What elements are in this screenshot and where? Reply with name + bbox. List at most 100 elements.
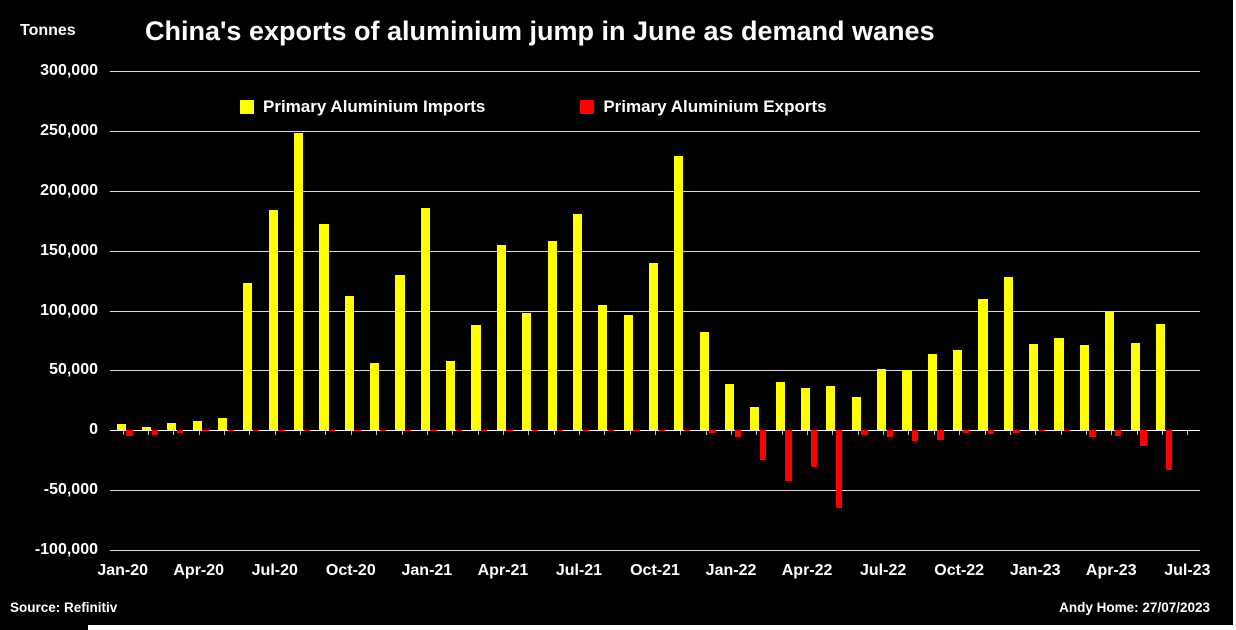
x-axis-tick: [1136, 430, 1138, 436]
y-axis-label: 100,000: [40, 301, 98, 319]
import-bar-Jun-21: [547, 241, 557, 431]
import-bar-Dec-22: [1003, 276, 1013, 431]
credit-label: Andy Home: 27/07/2023: [1059, 600, 1210, 615]
x-axis-tick: [1060, 430, 1062, 436]
x-axis-tick: [578, 430, 580, 436]
import-bar-Jun-22: [851, 396, 861, 431]
export-bar-May-22: [835, 430, 843, 509]
export-bar-Oct-21: [658, 430, 665, 432]
x-axis-tick: [452, 430, 454, 436]
legend: Primary Aluminium Imports Primary Alumin…: [240, 97, 827, 117]
export-bar-Apr-22: [810, 430, 817, 468]
x-axis-tick: [426, 430, 428, 436]
export-bar-Jan-22: [734, 430, 741, 438]
export-bar-May-20: [227, 430, 234, 432]
export-bar-Nov-20: [379, 430, 387, 432]
x-axis-label: Oct-21: [630, 562, 680, 579]
x-axis-tick: [984, 430, 986, 436]
export-bar-Oct-20: [354, 430, 361, 432]
x-axis-tick: [300, 430, 302, 436]
import-bar-Jun-23: [1155, 323, 1166, 431]
x-axis-label: Apr-23: [1085, 562, 1137, 579]
x-axis-label: Jan-21: [401, 562, 453, 579]
export-bar-May-23: [1140, 430, 1147, 446]
gridline: [110, 550, 1200, 551]
import-bar-Jan-21: [420, 207, 430, 431]
x-axis-label: Oct-20: [325, 562, 376, 579]
x-axis-tick: [857, 430, 859, 436]
x-axis-tick: [553, 430, 555, 436]
x-axis-tick: [655, 430, 656, 436]
export-bar-Aug-21: [607, 430, 615, 432]
source-label: Source: Refinitiv: [10, 600, 118, 615]
export-bar-Feb-20: [151, 430, 158, 436]
export-bar-Sep-21: [633, 430, 640, 432]
export-bar-Apr-23: [1114, 430, 1122, 437]
import-bar-Jul-20: [268, 209, 278, 431]
import-bar-Aug-22: [902, 370, 912, 431]
import-bar-Jun-20: [243, 282, 253, 431]
export-bar-Dec-20: [405, 430, 412, 432]
x-axis-tick: [350, 430, 352, 436]
x-axis-tick: [528, 430, 530, 436]
x-axis-tick: [1161, 430, 1163, 436]
import-bar-Dec-21: [699, 332, 709, 431]
x-axis-tick: [274, 430, 276, 436]
imports-swatch-icon: [240, 100, 254, 114]
import-bar-Mar-22: [775, 382, 785, 431]
export-bar-Feb-23: [1064, 430, 1071, 432]
x-axis-tick: [198, 430, 200, 436]
import-bar-Feb-21: [446, 360, 456, 431]
y-axis-label: 250,000: [40, 121, 98, 139]
import-bar-Feb-22: [750, 407, 760, 431]
import-bar-Oct-22: [953, 350, 963, 431]
import-bar-Mar-21: [471, 324, 481, 431]
export-bar-Nov-22: [988, 430, 995, 434]
import-bar-Jan-23: [1029, 344, 1039, 431]
x-axis-tick: [959, 430, 961, 436]
right-border: [1233, 0, 1236, 630]
x-axis-tick: [477, 430, 479, 436]
x-axis-tick: [376, 430, 378, 436]
import-bar-Mar-23: [1079, 345, 1089, 431]
exports-swatch-icon: [580, 100, 595, 114]
import-bar-Nov-22: [978, 298, 988, 431]
import-bar-May-20: [217, 418, 228, 431]
x-axis-tick: [1085, 430, 1087, 436]
x-axis-label: Apr-22: [781, 562, 833, 579]
import-bar-May-21: [522, 312, 532, 431]
y-axis-label: -50,000: [43, 481, 98, 499]
export-bar-Sep-20: [329, 430, 336, 432]
export-bar-Dec-22: [1013, 430, 1020, 433]
x-axis-label: Oct-22: [934, 562, 985, 579]
export-bar-Jul-22: [886, 430, 894, 438]
y-axis: 300,000 250,000 200,000 150,000 100,000 50,00…: [0, 62, 102, 558]
import-bar-Sep-21: [623, 315, 633, 431]
import-bar-Apr-21: [496, 244, 506, 431]
x-axis-tick: [807, 430, 809, 436]
x-axis-tick: [604, 430, 606, 436]
gridline: [110, 130, 1200, 132]
x-axis-tick: [705, 430, 707, 436]
export-bar-Jun-23: [1165, 430, 1172, 470]
import-bar-Nov-21: [674, 156, 684, 431]
y-axis-label: 150,000: [40, 241, 98, 259]
y-axis-label: 200,000: [40, 181, 98, 199]
import-bar-Aug-20: [294, 133, 304, 431]
import-bar-Jan-20: [116, 424, 126, 431]
gridline: [110, 190, 1200, 192]
export-bar-Mar-21: [481, 430, 488, 432]
x-axis-tick: [173, 430, 175, 436]
legend-label-imports: Primary Aluminium Imports: [263, 97, 486, 116]
x-axis-tick: [680, 430, 682, 436]
import-bar-Sep-20: [319, 224, 329, 431]
export-bar-Dec-21: [709, 430, 716, 433]
gridline: [110, 250, 1200, 252]
import-bar-Dec-20: [395, 274, 405, 431]
export-bar-May-21: [531, 430, 539, 432]
import-bar-Oct-20: [344, 296, 354, 431]
export-bar-Sep-22: [937, 430, 944, 440]
x-axis-tick: [731, 430, 733, 436]
export-bar-Feb-21: [455, 430, 463, 432]
